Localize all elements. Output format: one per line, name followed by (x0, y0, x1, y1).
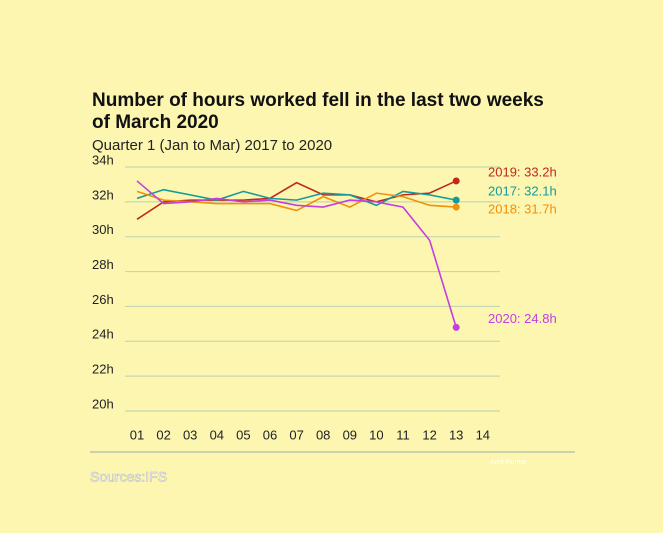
x-tick-label: 11 (396, 427, 410, 442)
y-tick-label: 24h (92, 327, 114, 342)
x-tick-label: 05 (236, 427, 250, 442)
end-dot (452, 323, 460, 331)
series-label: 2018: 31.7h (488, 202, 557, 217)
x-tick-label: 09 (343, 427, 357, 442)
y-tick-label: 28h (92, 257, 114, 272)
x-tick-label: 14 (476, 427, 490, 442)
y-tick-label: 32h (92, 187, 114, 202)
chart-subtitle: Quarter 1 (Jan to Mar) 2017 to 2020 (92, 137, 333, 154)
x-tick-label: 13 (449, 427, 463, 442)
line (136, 188, 457, 207)
x-tick-label: 04 (210, 427, 224, 442)
y-tick-label: 26h (92, 292, 114, 307)
series-label: 2017: 32.1h (488, 184, 557, 199)
series-label: 2020: 24.8h (488, 311, 557, 326)
x-tick-label: 12 (422, 427, 436, 442)
end-dot (452, 177, 460, 185)
end-dot (452, 203, 460, 211)
x-tick-label: 06 (263, 427, 277, 442)
y-tick-label: 22h (92, 362, 114, 377)
x-tick-label: 08 (316, 427, 330, 442)
line (136, 180, 457, 328)
x-tick-label: 10 (369, 427, 383, 442)
chart-title: Number of hours worked fell in the last … (92, 90, 544, 133)
series-label: 2019: 33.2h (488, 164, 557, 179)
line (136, 180, 457, 220)
source: Sources:IFS (90, 469, 167, 485)
x-tick-label: 02 (156, 427, 170, 442)
y-tick-label: 20h (92, 396, 114, 411)
credit: Amit Kumar (490, 459, 527, 466)
end-dot (452, 196, 460, 204)
x-tick-label: 03 (183, 427, 197, 442)
x-tick-label: 01 (130, 427, 144, 442)
y-tick-label: 34h (92, 152, 114, 167)
y-tick-label: 30h (92, 222, 114, 237)
x-tick-label: 07 (289, 427, 303, 442)
